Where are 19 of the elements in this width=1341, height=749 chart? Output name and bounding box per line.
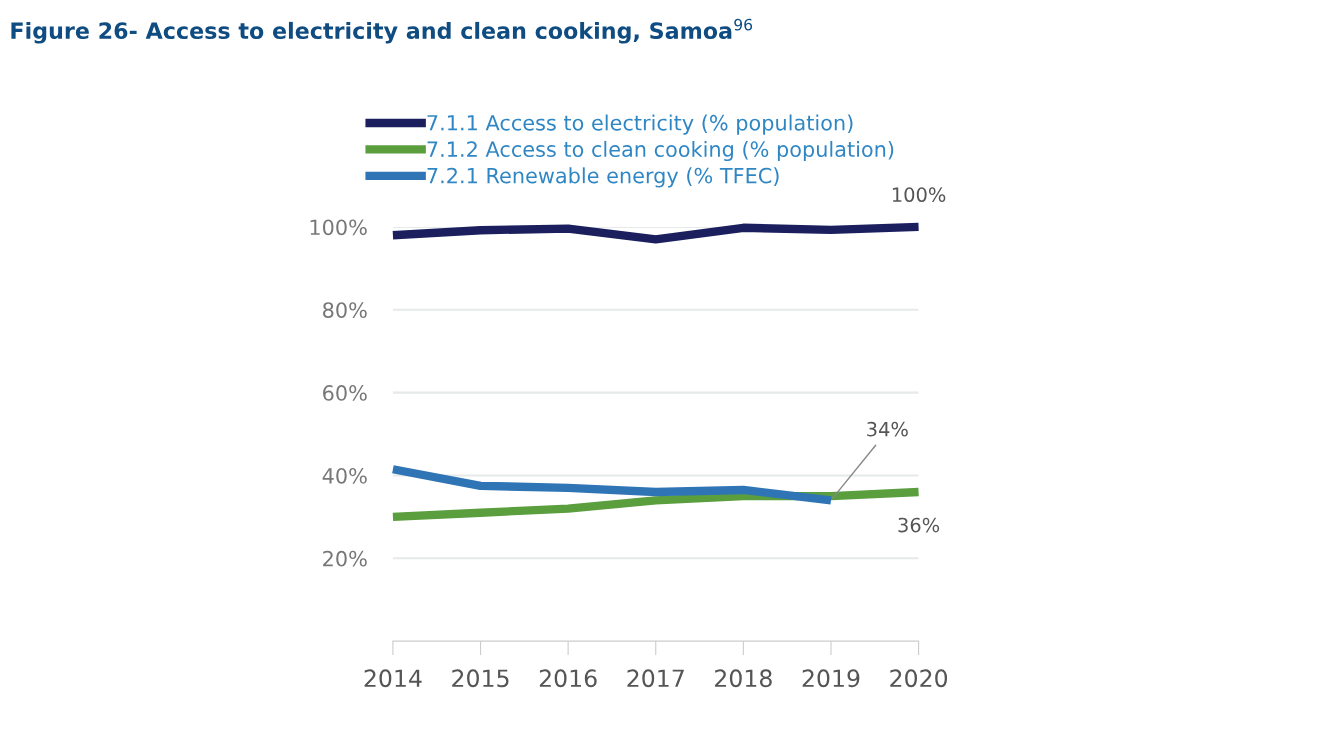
y-tick-label: 80% <box>323 302 367 318</box>
annotation: 34% <box>867 421 908 437</box>
legend-label: 7.2.1 Renewable energy (% TFEC) <box>427 167 779 188</box>
annotation: 36% <box>898 517 940 533</box>
annotation: 100% <box>892 187 946 203</box>
x-tick-label: 2015 <box>452 669 509 688</box>
x-tick-label: 2016 <box>539 669 597 688</box>
x-tick-label: 2018 <box>715 669 772 688</box>
y-tick-label: 60% <box>323 385 367 401</box>
x-tick-label: 2019 <box>802 669 860 688</box>
x-tick-label: 2017 <box>627 669 684 688</box>
legend-label: 7.1.1 Access to electricity (% population) <box>427 114 853 135</box>
chart-title: Figure 26- Access to electricity and clean cooking, Samoa$^{96}$ <box>11 18 753 44</box>
y-tick-label: 20% <box>323 550 367 567</box>
x-tick-label: 2014 <box>364 669 422 688</box>
y-tick-label: 100% <box>310 219 367 236</box>
x-tick-label: 2020 <box>890 669 948 688</box>
y-tick-label: 40% <box>322 467 367 484</box>
legend-label: 7.1.2 Access to clean cooking (% population) <box>427 140 894 162</box>
